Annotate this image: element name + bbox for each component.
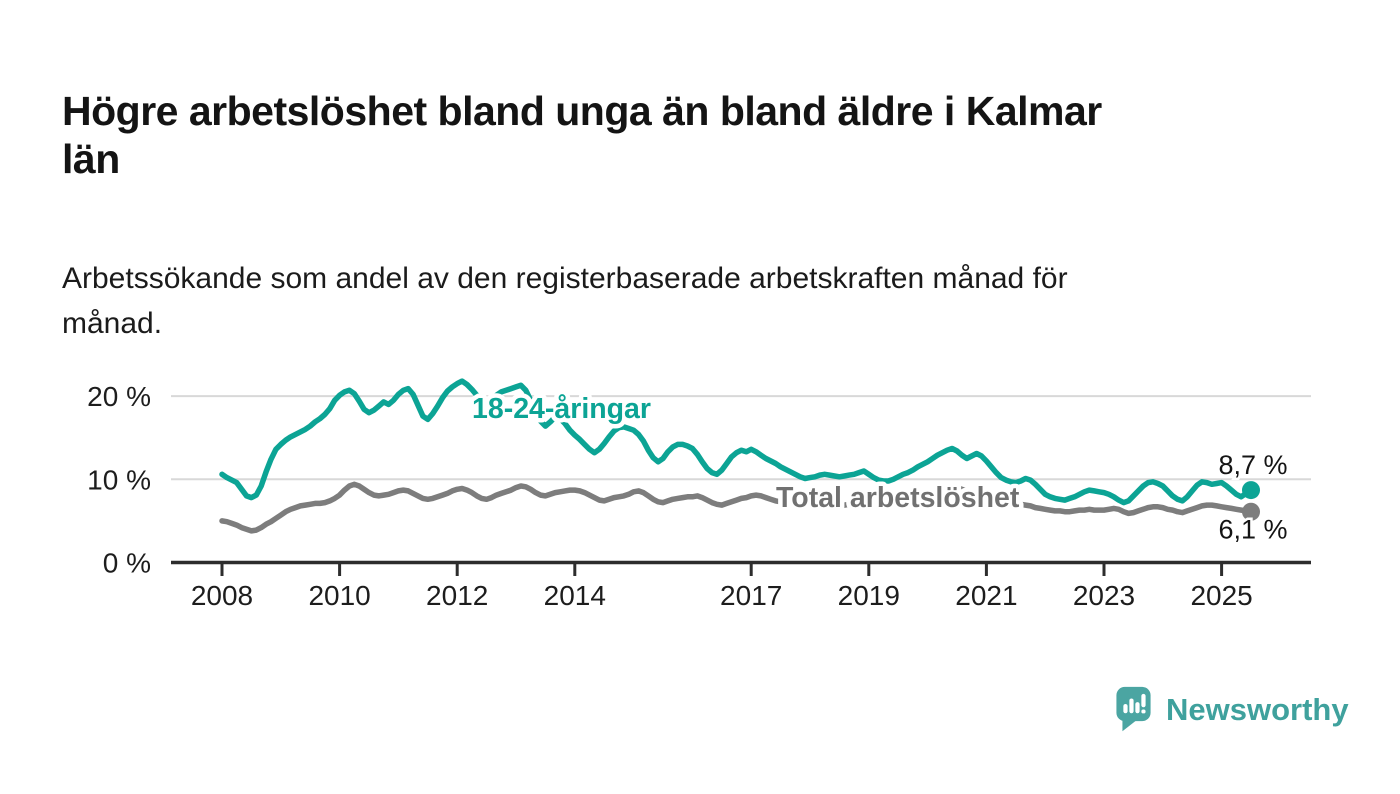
chart-subtitle-line-1: Arbetssökande som andel av den registerb… bbox=[62, 262, 1068, 295]
x-tick-label: 2021 bbox=[955, 580, 1017, 611]
page-title: Högre arbetslöshet bland unga än bland ä… bbox=[62, 87, 1102, 183]
brand-name: Newsworthy bbox=[1166, 692, 1349, 727]
logo-bar-1 bbox=[1123, 704, 1128, 714]
newsworthy-logo-icon bbox=[1116, 686, 1151, 732]
x-tick-label: 2008 bbox=[191, 580, 253, 611]
logo-bar-3 bbox=[1135, 702, 1140, 714]
series-line-youth bbox=[219, 378, 1254, 506]
end-dot-youth bbox=[1242, 481, 1260, 500]
series-label-youth: 18-24-åringar bbox=[472, 393, 651, 425]
x-tick-label: 2012 bbox=[426, 580, 488, 611]
y-tick-label: 0 % bbox=[103, 548, 151, 579]
logo-exclamation-dot bbox=[1141, 709, 1146, 714]
end-dot-total bbox=[1242, 502, 1260, 521]
series-label-total: Total arbetslöshet bbox=[776, 482, 1020, 514]
unemployment-line-chart: 0 % 10 % 20 % 2008 2010 2012 2014 2017 2019 2021 2… bbox=[87, 378, 1311, 611]
logo-exclamation-bar bbox=[1141, 693, 1146, 708]
x-tick-label: 2017 bbox=[720, 580, 782, 611]
logo-bar-2 bbox=[1129, 698, 1134, 714]
series-line-total bbox=[219, 481, 1254, 534]
end-label-youth: 8,7 % bbox=[1218, 450, 1287, 480]
y-tick-label: 20 % bbox=[87, 381, 151, 412]
newsworthy-brand: Newsworthy bbox=[1115, 686, 1349, 734]
x-tick-label: 2014 bbox=[544, 580, 606, 611]
x-tick-label: 2019 bbox=[838, 580, 900, 611]
logo-bubble-tail bbox=[1122, 715, 1140, 732]
page-title-line-1: Högre arbetslöshet bland unga än bland ä… bbox=[62, 88, 1102, 135]
y-tick-label: 10 % bbox=[87, 464, 151, 495]
x-tick-label: 2023 bbox=[1073, 580, 1135, 611]
chart-subtitle-line-2: månad. bbox=[62, 307, 163, 340]
end-label-total: 6,1 % bbox=[1218, 515, 1287, 545]
x-tick-label: 2025 bbox=[1190, 580, 1252, 611]
x-tick-label: 2010 bbox=[308, 580, 370, 611]
page-title-line-2: län bbox=[62, 136, 120, 183]
chart-subtitle: Arbetssökande som andel av den registerb… bbox=[62, 256, 1068, 346]
